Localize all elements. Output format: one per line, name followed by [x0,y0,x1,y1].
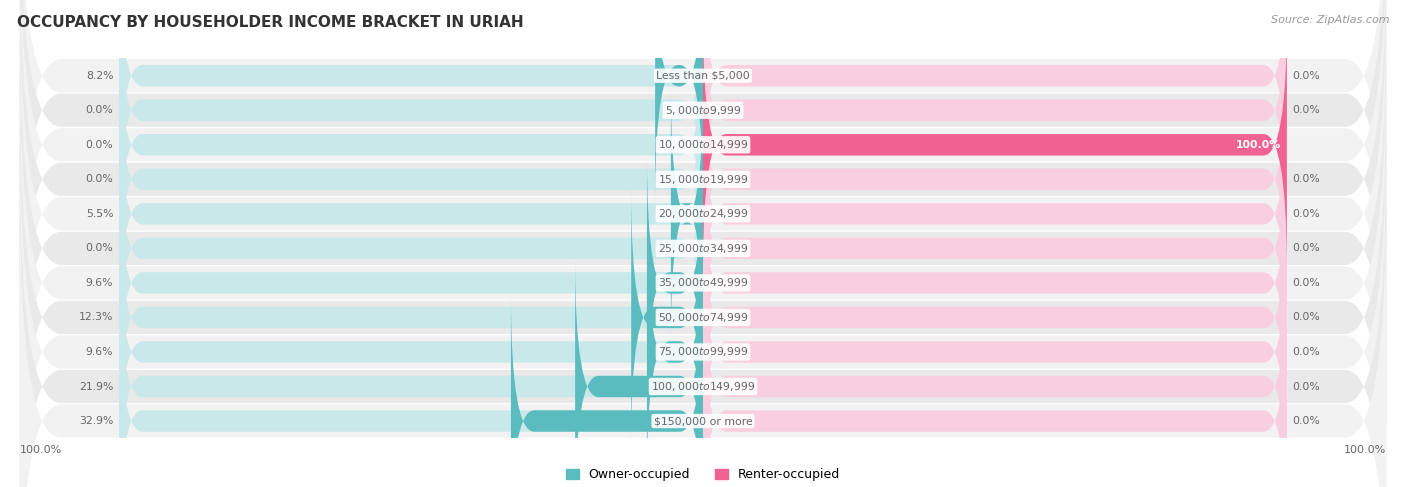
FancyBboxPatch shape [703,190,1286,445]
FancyBboxPatch shape [703,86,1286,341]
Text: $100,000 to $149,999: $100,000 to $149,999 [651,380,755,393]
Text: 32.9%: 32.9% [79,416,114,426]
FancyBboxPatch shape [703,18,1286,272]
FancyBboxPatch shape [20,161,1386,487]
FancyBboxPatch shape [120,86,703,341]
Text: $75,000 to $99,999: $75,000 to $99,999 [658,345,748,358]
FancyBboxPatch shape [703,0,1286,203]
Text: 0.0%: 0.0% [1292,381,1320,392]
FancyBboxPatch shape [703,294,1286,487]
FancyBboxPatch shape [703,225,1286,479]
FancyBboxPatch shape [120,155,703,411]
FancyBboxPatch shape [510,294,703,487]
Text: $150,000 or more: $150,000 or more [654,416,752,426]
FancyBboxPatch shape [120,121,703,376]
Text: 0.0%: 0.0% [1292,313,1320,322]
FancyBboxPatch shape [20,0,1386,336]
Text: $20,000 to $24,999: $20,000 to $24,999 [658,207,748,220]
FancyBboxPatch shape [20,23,1386,473]
Text: 8.2%: 8.2% [86,71,114,81]
FancyBboxPatch shape [120,259,703,487]
FancyBboxPatch shape [20,58,1386,487]
FancyBboxPatch shape [703,52,1286,307]
Text: Source: ZipAtlas.com: Source: ZipAtlas.com [1271,15,1389,25]
FancyBboxPatch shape [703,0,1286,238]
Text: 0.0%: 0.0% [1292,71,1320,81]
FancyBboxPatch shape [20,92,1386,487]
FancyBboxPatch shape [671,86,703,341]
FancyBboxPatch shape [20,0,1386,370]
FancyBboxPatch shape [120,18,703,272]
FancyBboxPatch shape [703,18,1286,272]
Text: 0.0%: 0.0% [86,244,114,253]
Text: $25,000 to $34,999: $25,000 to $34,999 [658,242,748,255]
Text: 100.0%: 100.0% [20,445,62,455]
FancyBboxPatch shape [647,225,703,479]
FancyBboxPatch shape [120,225,703,479]
Text: $35,000 to $49,999: $35,000 to $49,999 [658,277,748,289]
FancyBboxPatch shape [20,0,1386,439]
Text: 0.0%: 0.0% [1292,174,1320,184]
Text: OCCUPANCY BY HOUSEHOLDER INCOME BRACKET IN URIAH: OCCUPANCY BY HOUSEHOLDER INCOME BRACKET … [17,15,523,30]
FancyBboxPatch shape [120,190,703,445]
FancyBboxPatch shape [647,155,703,411]
FancyBboxPatch shape [120,52,703,307]
Text: 0.0%: 0.0% [1292,209,1320,219]
Text: 0.0%: 0.0% [86,105,114,115]
FancyBboxPatch shape [575,259,703,487]
Text: 5.5%: 5.5% [86,209,114,219]
Text: 100.0%: 100.0% [1344,445,1386,455]
Text: 0.0%: 0.0% [1292,278,1320,288]
FancyBboxPatch shape [120,0,703,203]
FancyBboxPatch shape [20,0,1386,301]
Text: $50,000 to $74,999: $50,000 to $74,999 [658,311,748,324]
Legend: Owner-occupied, Renter-occupied: Owner-occupied, Renter-occupied [567,468,839,482]
Text: 0.0%: 0.0% [1292,244,1320,253]
FancyBboxPatch shape [120,294,703,487]
Text: 0.0%: 0.0% [86,140,114,150]
FancyBboxPatch shape [631,190,703,445]
Text: 0.0%: 0.0% [1292,105,1320,115]
Text: 100.0%: 100.0% [1236,140,1281,150]
Text: $15,000 to $19,999: $15,000 to $19,999 [658,173,748,186]
FancyBboxPatch shape [703,259,1286,487]
FancyBboxPatch shape [20,0,1386,405]
FancyBboxPatch shape [703,155,1286,411]
FancyBboxPatch shape [703,121,1286,376]
Text: 0.0%: 0.0% [86,174,114,184]
FancyBboxPatch shape [20,127,1386,487]
Text: 9.6%: 9.6% [86,278,114,288]
Text: 21.9%: 21.9% [79,381,114,392]
Text: Less than $5,000: Less than $5,000 [657,71,749,81]
Text: 0.0%: 0.0% [1292,347,1320,357]
FancyBboxPatch shape [120,0,703,238]
FancyBboxPatch shape [20,196,1386,487]
Text: 9.6%: 9.6% [86,347,114,357]
FancyBboxPatch shape [655,0,703,203]
Text: 12.3%: 12.3% [79,313,114,322]
Text: $10,000 to $14,999: $10,000 to $14,999 [658,138,748,151]
Text: 0.0%: 0.0% [1292,416,1320,426]
Text: $5,000 to $9,999: $5,000 to $9,999 [665,104,741,117]
